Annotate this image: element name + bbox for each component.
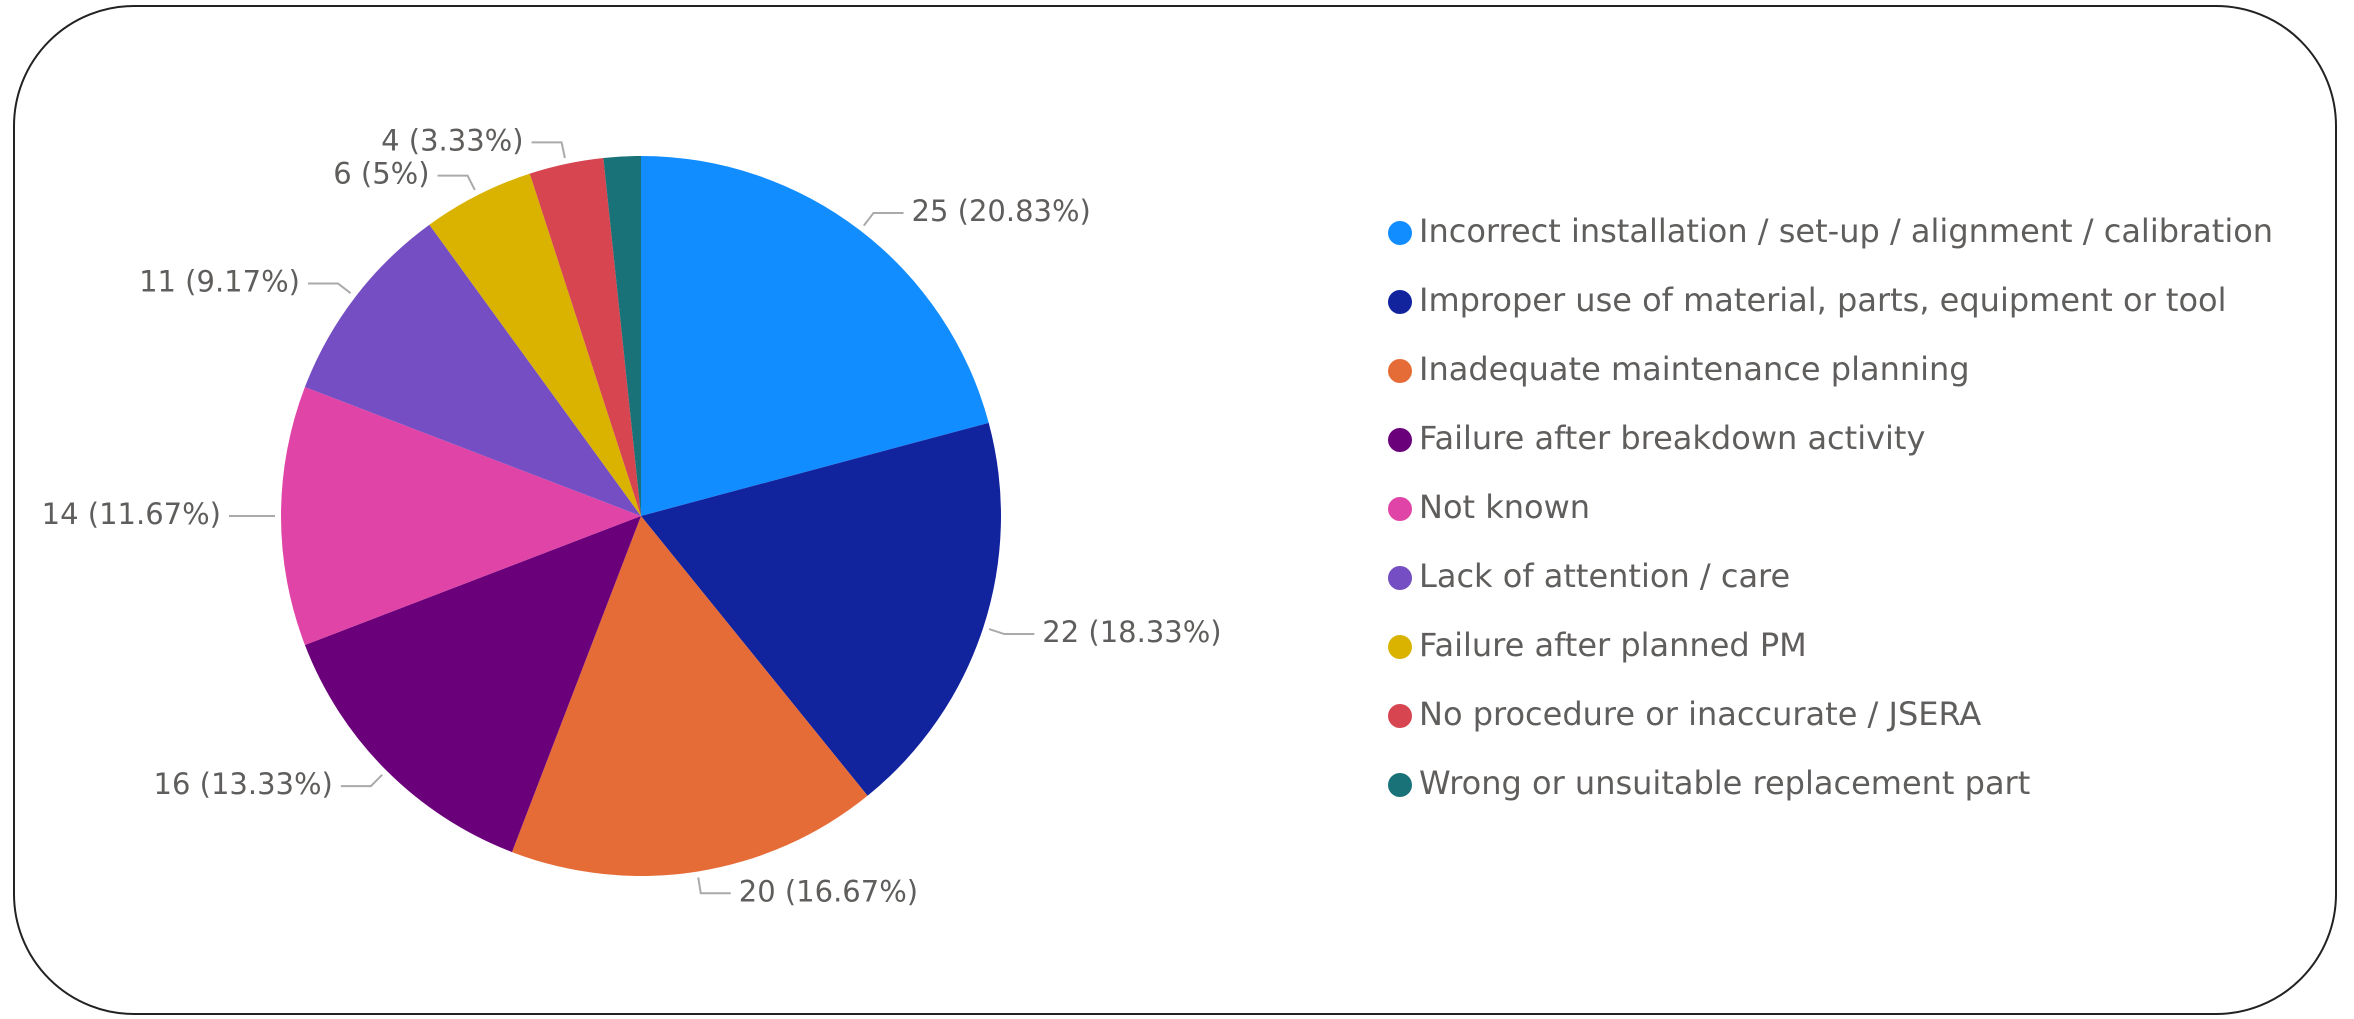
pie-slice — [603, 156, 641, 516]
legend-label: Improper use of material, parts, equipme… — [1419, 281, 2227, 319]
legend-label: Failure after planned PM — [1419, 626, 1807, 664]
legend-marker — [1388, 428, 1412, 452]
legend-marker — [1388, 773, 1412, 797]
data-label: 6 (5%) — [333, 157, 429, 191]
data-label: 11 (9.17%) — [139, 264, 300, 298]
data-label: 22 (18.33%) — [1042, 615, 1221, 649]
legend-marker — [1388, 290, 1412, 314]
leader-line — [863, 211, 904, 227]
legend-label: Inadequate maintenance planning — [1419, 350, 1970, 388]
legend-label: Wrong or unsuitable replacement part — [1419, 764, 2030, 802]
pie-slice — [304, 224, 641, 516]
pie-slice — [304, 516, 641, 853]
legend-marker — [1388, 704, 1412, 728]
legend-marker — [1388, 359, 1412, 383]
legend: Incorrect installation / set-up / alignm… — [1388, 212, 2273, 802]
legend-label: Lack of attention / care — [1419, 557, 1790, 595]
leader-line — [437, 174, 476, 191]
pie-slice — [280, 386, 641, 646]
legend-label: Incorrect installation / set-up / alignm… — [1419, 212, 2273, 250]
leader-line — [307, 282, 352, 294]
pie: 25 (20.83%) 22 (18.33%) 20 (16.67%) 16 (13.… — [42, 123, 1222, 908]
leader-line — [697, 877, 731, 895]
legend-marker — [1388, 635, 1412, 659]
legend-marker — [1388, 566, 1412, 590]
legend-label: Not known — [1419, 488, 1590, 526]
pie-slice — [429, 173, 641, 516]
data-label: 16 (13.33%) — [154, 767, 333, 801]
pie-slice — [641, 156, 989, 516]
legend-marker — [1388, 221, 1412, 245]
pie-slice — [511, 516, 868, 876]
pie-slice — [641, 422, 1001, 796]
data-label: 4 (3.33%) — [381, 123, 523, 157]
data-label: 20 (16.67%) — [739, 874, 918, 908]
data-label: 14 (11.67%) — [42, 497, 221, 531]
leader-line — [531, 141, 566, 159]
legend-label: No procedure or inaccurate / JSERA — [1419, 695, 1981, 733]
data-label: 25 (20.83%) — [912, 194, 1091, 228]
leader-line — [988, 628, 1035, 636]
legend-label: Failure after breakdown activity — [1419, 419, 1925, 457]
leader-line — [340, 774, 383, 788]
pie-slice — [529, 157, 641, 517]
legend-marker — [1388, 497, 1412, 521]
